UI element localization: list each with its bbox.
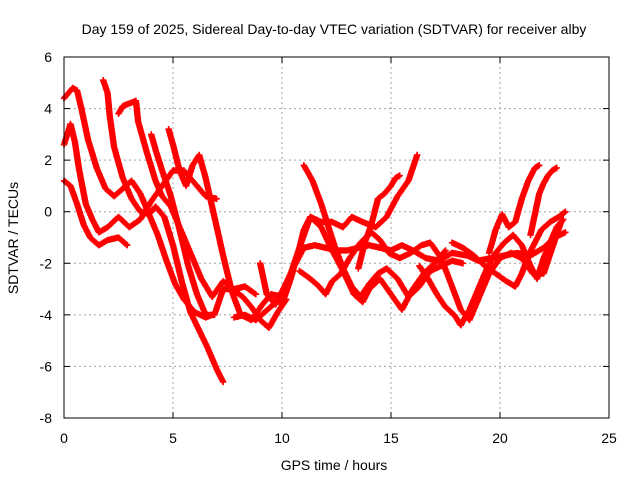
x-axis-label: GPS time / hours — [281, 457, 388, 473]
series-markers — [416, 216, 567, 329]
data-series — [355, 172, 403, 272]
x-tick-label: 5 — [169, 430, 177, 446]
y-tick-label: -4 — [40, 307, 53, 323]
series-markers — [148, 131, 290, 331]
data-series — [527, 164, 560, 239]
series-markers — [165, 126, 286, 324]
chart-title: Day 159 of 2025, Sidereal Day-to-day VTE… — [82, 21, 587, 37]
x-tick-label: 15 — [383, 430, 399, 446]
data-series — [300, 162, 467, 300]
y-tick-labels: -8 -6 -4 -2 0 2 4 6 — [40, 49, 53, 426]
data-series — [148, 131, 290, 331]
data-series — [416, 216, 567, 329]
plot-frame — [63, 56, 610, 419]
series-markers — [448, 208, 569, 290]
axis-ticks — [63, 56, 610, 419]
x-tick-label: 20 — [492, 430, 508, 446]
y-axis-label: SDTVAR / TECUs — [5, 182, 21, 294]
y-tick-label: -8 — [40, 410, 53, 426]
series-markers — [527, 164, 560, 239]
series-markers — [100, 77, 227, 386]
series-markers — [296, 218, 565, 324]
data-series — [485, 162, 543, 257]
x-tick-label: 25 — [601, 430, 617, 446]
x-tick-label: 10 — [274, 430, 290, 446]
y-tick-label: 4 — [44, 101, 52, 117]
x-tick-label: 0 — [60, 430, 68, 446]
data-series — [165, 126, 286, 324]
data-series — [448, 208, 569, 290]
y-tick-label: 6 — [44, 49, 52, 65]
grid — [64, 57, 609, 418]
plot-data — [60, 77, 569, 386]
y-tick-label: -2 — [40, 255, 53, 271]
series-markers — [485, 162, 543, 257]
x-tick-labels: 0 5 10 15 20 25 — [60, 430, 617, 446]
y-tick-label: -6 — [40, 358, 53, 374]
y-tick-label: 2 — [44, 152, 52, 168]
data-series — [100, 77, 227, 386]
series-markers — [355, 172, 403, 272]
data-series — [296, 218, 565, 324]
y-tick-label: 0 — [44, 204, 52, 220]
series-markers — [300, 162, 467, 300]
